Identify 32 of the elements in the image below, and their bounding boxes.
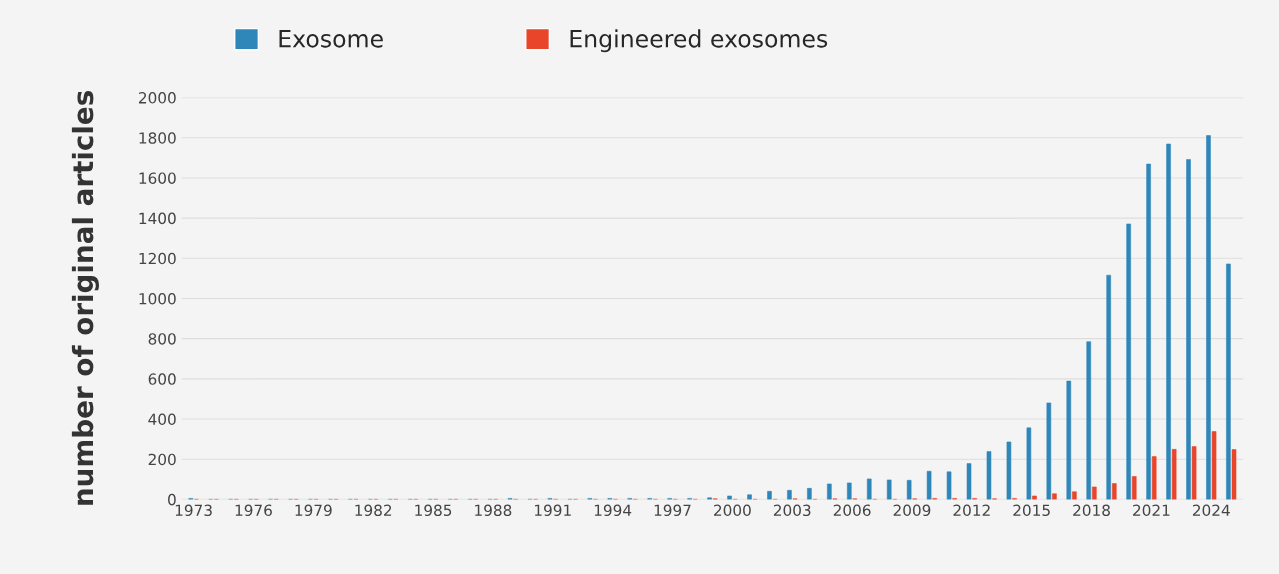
x-tick-label: 2015 (1013, 504, 1050, 517)
x-tick-label: 2003 (773, 504, 811, 517)
x-tick-label: 2012 (953, 504, 990, 517)
x-tick-label: 2021 (1133, 504, 1170, 517)
x-tick-label: 1979 (295, 504, 332, 517)
y-tick-label: 400 (148, 413, 176, 426)
y-tick-label: 200 (148, 453, 176, 466)
y-tick-label: 800 (148, 333, 176, 345)
x-tick-label: 1976 (235, 504, 272, 517)
y-tick-label: 2000 (138, 92, 176, 104)
y-tick-label: 1600 (139, 172, 176, 184)
y-tick-label: 1000 (139, 292, 176, 305)
x-tick-label: 2024 (1192, 504, 1230, 517)
x-tick-label: 1985 (415, 504, 452, 517)
x-tick-label: 2000 (714, 504, 751, 517)
y-tick-label: 600 (148, 373, 176, 385)
y-tick-label: 1800 (139, 132, 176, 144)
y-tick-label: 0 (168, 493, 176, 506)
legend-label: Exosome (279, 30, 383, 48)
y-axis-title: number of original articles (71, 91, 99, 505)
x-tick-label: 1994 (594, 504, 632, 517)
legend-label: Engineered exosomes (570, 29, 828, 53)
x-tick-label: 1988 (475, 504, 512, 517)
x-tick-label: 1982 (355, 504, 392, 517)
x-tick-label: 1997 (654, 504, 691, 517)
y-tick-label: 1200 (139, 252, 176, 265)
x-tick-label: 2018 (1073, 504, 1110, 517)
y-tick-label: 1400 (139, 212, 176, 225)
x-tick-label: 2009 (893, 504, 931, 517)
x-tick-label: 1973 (175, 504, 212, 517)
x-tick-label: 2006 (833, 504, 871, 517)
x-tick-label: 1991 (535, 504, 571, 517)
